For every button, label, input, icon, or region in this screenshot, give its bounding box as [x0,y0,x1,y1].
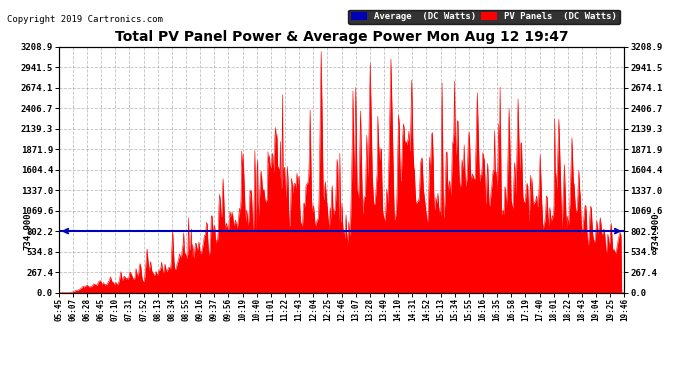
Text: Copyright 2019 Cartronics.com: Copyright 2019 Cartronics.com [7,15,163,24]
Title: Total PV Panel Power & Average Power Mon Aug 12 19:47: Total PV Panel Power & Average Power Mon… [115,30,569,44]
Text: 734.900: 734.900 [23,212,32,250]
Text: 734.900: 734.900 [651,212,660,250]
Legend: Average  (DC Watts), PV Panels  (DC Watts): Average (DC Watts), PV Panels (DC Watts) [348,10,620,24]
